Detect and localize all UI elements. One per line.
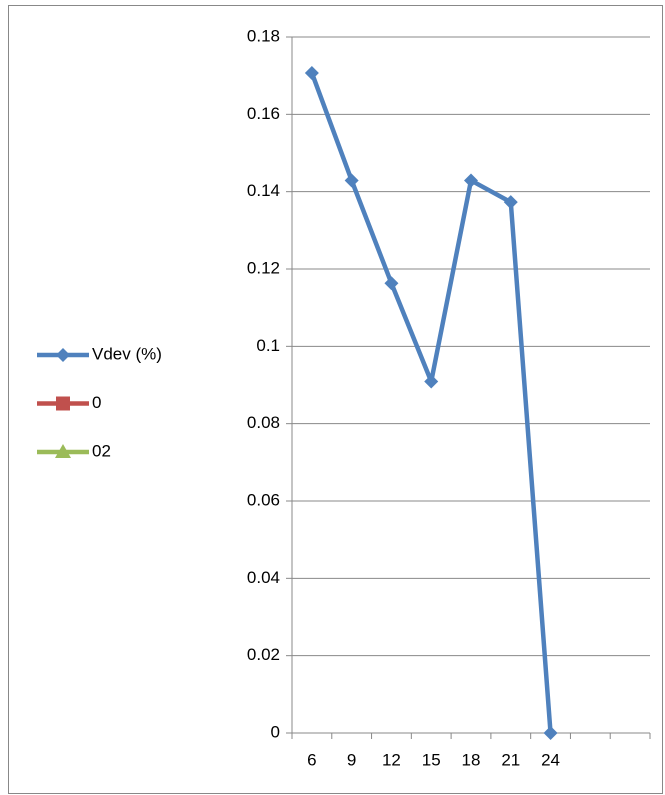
legend-label: Vdev (%) [92,344,162,363]
x-tick-label: 21 [501,750,520,769]
marker [503,195,518,210]
y-tick-label: 0.16 [247,104,280,123]
y-tick-label: 0.1 [256,336,280,355]
y-tick-label: 0.04 [247,568,280,587]
legend-label: 02 [92,441,111,460]
y-tick-label: 0.18 [247,26,280,45]
legend-marker [55,444,71,458]
marker [464,173,478,188]
y-tick-label: 0.14 [247,181,280,200]
y-tick-label: 0.06 [247,490,280,509]
x-tick-label: 24 [541,750,560,769]
x-tick-label: 18 [462,750,481,769]
y-tick-label: 0 [271,722,280,741]
y-tick-label: 0.08 [247,413,280,432]
x-tick-label: 9 [347,750,356,769]
x-tick-label: 15 [422,750,441,769]
marker [543,726,558,740]
chart-frame [8,5,663,794]
legend-marker [56,396,70,411]
legend-marker [56,348,70,362]
legend-label: 0 [92,393,101,412]
marker [304,65,319,80]
marker [384,276,399,291]
marker [344,173,359,188]
x-tick-label: 12 [382,750,401,769]
x-tick-label: 6 [307,750,316,769]
marker [424,374,439,389]
y-tick-label: 0.12 [247,258,280,277]
y-tick-label: 0.02 [247,645,280,664]
